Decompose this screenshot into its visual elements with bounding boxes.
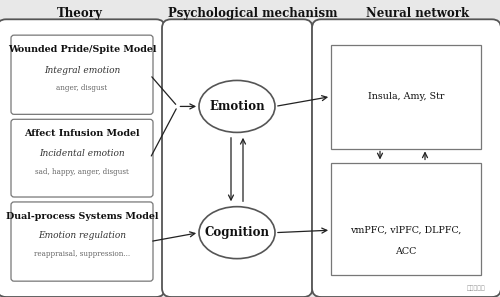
Ellipse shape bbox=[199, 207, 275, 259]
Text: sad, happy, anger, disgust: sad, happy, anger, disgust bbox=[35, 168, 129, 176]
FancyBboxPatch shape bbox=[0, 19, 165, 297]
Text: 中国高科技: 中国高科技 bbox=[466, 285, 485, 291]
Text: Emotion: Emotion bbox=[209, 100, 265, 113]
Bar bbox=[331, 45, 481, 148]
Text: Emotion regulation: Emotion regulation bbox=[38, 231, 126, 240]
FancyBboxPatch shape bbox=[162, 19, 312, 297]
FancyBboxPatch shape bbox=[312, 19, 500, 297]
FancyBboxPatch shape bbox=[11, 119, 153, 197]
Text: Wounded Pride/Spite Model: Wounded Pride/Spite Model bbox=[8, 45, 156, 54]
Text: Psychological mechanism: Psychological mechanism bbox=[168, 7, 337, 20]
Bar bbox=[331, 163, 481, 275]
FancyBboxPatch shape bbox=[11, 35, 153, 114]
Text: Integral emotion: Integral emotion bbox=[44, 66, 120, 75]
Text: vmPFC, vlPFC, DLPFC,: vmPFC, vlPFC, DLPFC, bbox=[350, 226, 462, 235]
Ellipse shape bbox=[199, 80, 275, 132]
Text: Theory: Theory bbox=[57, 7, 103, 20]
Text: Cognition: Cognition bbox=[204, 226, 270, 239]
Text: ACC: ACC bbox=[396, 247, 416, 256]
Text: anger, disgust: anger, disgust bbox=[56, 84, 108, 92]
Text: reappraisal, suppression...: reappraisal, suppression... bbox=[34, 250, 130, 258]
FancyBboxPatch shape bbox=[11, 202, 153, 281]
Text: Dual-process Systems Model: Dual-process Systems Model bbox=[6, 212, 158, 221]
Text: Affect Infusion Model: Affect Infusion Model bbox=[24, 129, 140, 138]
Text: Incidental emotion: Incidental emotion bbox=[39, 149, 125, 158]
Text: Insula, Amy, Str: Insula, Amy, Str bbox=[368, 92, 444, 101]
Text: Neural network: Neural network bbox=[366, 7, 469, 20]
